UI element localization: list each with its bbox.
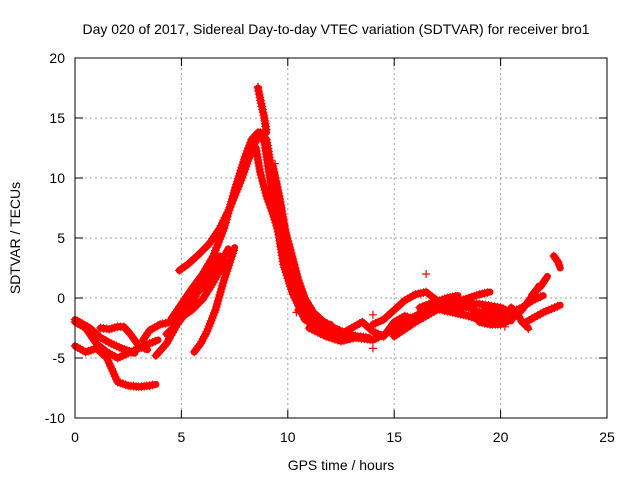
grid — [75, 58, 607, 418]
y-tick-label: -10 — [45, 410, 65, 426]
series-sat-d — [96, 322, 151, 354]
outlier-layer — [254, 82, 533, 353]
outlier-point — [283, 260, 292, 269]
series-sat-x — [521, 301, 564, 327]
series-sat-b — [70, 341, 160, 392]
x-tick-label: 20 — [493, 429, 509, 445]
series-sat-k — [253, 83, 271, 136]
y-tick-label: 15 — [49, 110, 65, 126]
series-sat-y — [549, 251, 564, 272]
outlier-point — [271, 159, 280, 168]
x-tick-label: 0 — [71, 429, 79, 445]
series-markers — [96, 322, 149, 353]
x-tick-label: 10 — [280, 429, 296, 445]
outlier-point — [524, 325, 533, 334]
series-sat-l — [251, 143, 283, 238]
series-markers — [251, 143, 283, 236]
series-markers — [432, 304, 514, 325]
x-tick-label: 15 — [386, 429, 402, 445]
series-markers — [549, 251, 564, 270]
x-tick-label: 25 — [599, 429, 615, 445]
series-markers — [521, 301, 562, 327]
y-tick-label: 0 — [57, 290, 65, 306]
outlier-point — [422, 270, 431, 278]
y-axis-label: SDTVAR / TECUs — [7, 182, 23, 294]
y-tick-label: -5 — [53, 350, 66, 366]
outlier-point — [368, 344, 377, 353]
series-markers — [415, 291, 460, 313]
series-sat-s — [432, 304, 515, 325]
ticks: 0 5 10 15 20 25 -10 -5 0 5 10 15 20 — [45, 50, 615, 445]
x-axis-label: GPS time / hours — [288, 457, 395, 473]
series-layer — [70, 83, 564, 392]
outlier-point — [500, 322, 509, 331]
series-sat-g — [162, 252, 224, 339]
outlier-point — [292, 308, 301, 317]
series-markers — [162, 254, 223, 339]
outlier-point — [254, 82, 263, 91]
y-tick-label: 10 — [49, 170, 65, 186]
series-sat-r — [415, 291, 462, 313]
y-tick-label: 20 — [49, 50, 65, 66]
series-sat-j — [189, 244, 239, 357]
y-tick-label: 5 — [57, 230, 65, 246]
x-tick-label: 5 — [178, 429, 186, 445]
series-sat-w — [528, 272, 551, 299]
series-markers — [189, 246, 239, 357]
outlier-point — [368, 310, 377, 319]
series-markers — [528, 274, 551, 299]
chart-title: Day 020 of 2017, Sidereal Day-to-day VTE… — [82, 21, 589, 37]
